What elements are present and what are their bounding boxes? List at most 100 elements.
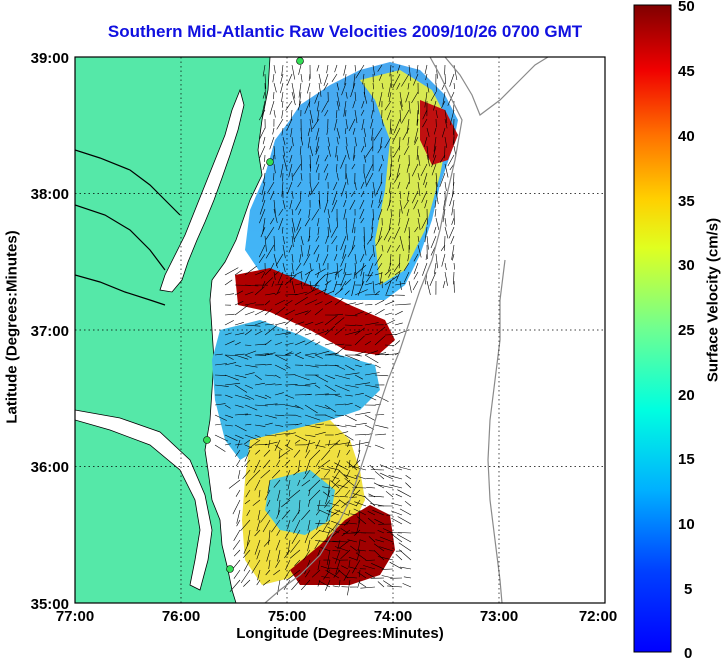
velocity-arrow — [294, 559, 301, 567]
velocity-arrow — [400, 566, 412, 570]
velocity-arrow — [300, 73, 303, 83]
velocity-arrow — [294, 283, 302, 286]
velocity-arrow — [451, 199, 455, 216]
velocity-arrow — [332, 476, 340, 480]
velocity-arrow — [274, 284, 283, 286]
velocity-arrow — [315, 163, 320, 173]
velocity-arrow — [370, 109, 374, 119]
velocity-arrow — [258, 489, 261, 498]
velocity-arrow — [403, 145, 410, 156]
velocity-arrow — [453, 271, 455, 285]
velocity-arrow — [396, 534, 412, 543]
velocity-arrow — [335, 559, 341, 575]
velocity-arrow — [435, 217, 440, 230]
velocity-arrow — [228, 479, 241, 489]
velocity-arrow — [329, 567, 340, 570]
velocity-arrow — [408, 64, 412, 81]
velocity-arrow — [294, 321, 305, 326]
velocity-arrow — [365, 559, 376, 561]
velocity-arrow — [328, 502, 340, 507]
velocity-arrow — [293, 449, 301, 458]
velocity-arrow — [390, 154, 392, 167]
velocity-arrow — [348, 118, 356, 132]
velocity-arrow — [234, 353, 245, 356]
velocity-arrow — [334, 414, 344, 416]
plot-frame — [74, 56, 606, 604]
velocity-arrow — [395, 244, 401, 252]
velocity-arrow — [366, 487, 376, 489]
velocity-arrow — [320, 565, 331, 570]
velocity-arrow — [289, 145, 293, 153]
velocity-arrow — [284, 394, 295, 399]
station-marker — [296, 57, 304, 65]
velocity-arrow — [287, 489, 301, 501]
velocity-arrow — [274, 432, 291, 436]
velocity-arrow — [234, 364, 242, 367]
velocity-arrow — [354, 475, 367, 480]
velocity-arrow — [304, 333, 312, 336]
velocity-arrow — [254, 343, 267, 346]
velocity-arrow — [416, 64, 419, 74]
velocity-arrow — [236, 509, 241, 524]
velocity-arrow — [416, 118, 419, 126]
velocity-arrow — [264, 489, 271, 501]
velocity-arrow — [243, 559, 251, 572]
velocity-arrow — [262, 519, 271, 533]
velocity-arrow — [364, 304, 373, 306]
y-tick-label: 37:00 — [31, 323, 69, 340]
velocity-arrow — [444, 109, 448, 124]
velocity-arrow — [264, 154, 266, 162]
velocity-arrow — [331, 469, 341, 483]
velocity-arrow — [340, 528, 349, 534]
velocity-arrow — [347, 439, 351, 448]
velocity-arrow — [374, 290, 380, 296]
velocity-arrow — [394, 303, 411, 306]
velocity-arrow — [314, 423, 324, 426]
velocity-arrow — [314, 288, 327, 296]
velocity-arrow — [275, 253, 284, 266]
velocity-arrow — [351, 217, 356, 233]
velocity-arrow — [274, 321, 286, 326]
velocity-arrow — [430, 235, 437, 249]
velocity-arrow — [402, 127, 410, 141]
velocity-arrow — [370, 503, 385, 507]
velocity-arrow — [344, 424, 357, 428]
velocity-arrow — [308, 489, 311, 497]
y-tick-label: 39:00 — [31, 50, 69, 67]
velocity-arrow — [307, 127, 311, 136]
velocity-arrow — [252, 499, 261, 506]
velocity-arrow — [254, 394, 267, 399]
velocity-arrow — [264, 422, 273, 426]
velocity-arrow — [309, 449, 321, 461]
velocity-arrow — [244, 423, 252, 426]
velocity-arrow — [259, 145, 266, 158]
velocity-arrow — [384, 319, 396, 326]
velocity-arrow — [323, 82, 329, 91]
velocity-arrow — [444, 226, 449, 239]
velocity-arrow — [224, 293, 235, 296]
velocity-arrow — [294, 310, 309, 316]
velocity-arrow — [357, 571, 367, 579]
velocity-arrow — [334, 346, 346, 356]
velocity-arrow — [344, 330, 360, 336]
velocity-arrow — [307, 244, 311, 257]
station-marker — [226, 565, 234, 573]
velocity-arrow — [327, 217, 331, 233]
velocity-arrow — [346, 469, 351, 478]
velocity-arrow — [329, 439, 341, 450]
velocity-arrow — [314, 308, 324, 316]
velocity-arrow — [254, 479, 261, 491]
velocity-arrow — [331, 529, 341, 538]
velocity-arrow — [399, 190, 402, 199]
velocity-arrow — [364, 571, 376, 579]
velocity-arrow — [394, 270, 402, 276]
velocity-arrow — [364, 350, 378, 356]
velocity-arrow — [372, 244, 375, 257]
velocity-arrow — [354, 264, 367, 276]
velocity-arrow — [323, 569, 331, 580]
velocity-arrow — [431, 154, 437, 168]
velocity-arrow — [344, 73, 347, 85]
velocity-arrow — [354, 434, 366, 436]
velocity-arrow — [354, 109, 358, 124]
velocity-arrow — [307, 539, 311, 552]
